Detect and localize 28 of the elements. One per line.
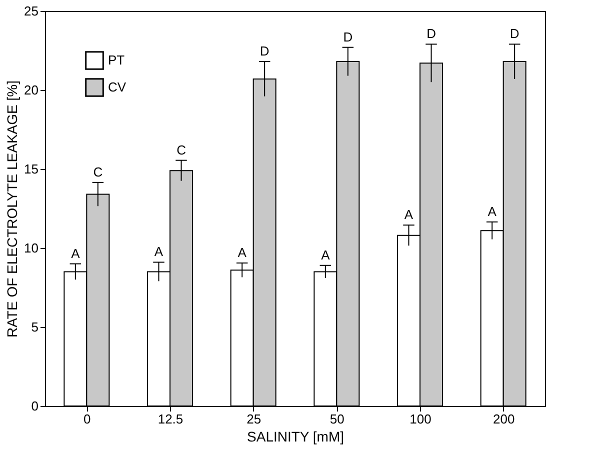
y-tick-label: 25: [24, 4, 38, 18]
annotation: D: [343, 29, 353, 44]
annotation: D: [510, 26, 520, 42]
annotation: D: [260, 44, 270, 59]
x-tick-label: 100: [410, 412, 432, 426]
y-axis-title: RATE OF ELECTROLYTE LEAKAGE [%]: [4, 80, 20, 338]
y-tick-label: 20: [24, 82, 38, 98]
x-tick-label: 25: [246, 412, 262, 426]
y-tick-label: 0: [31, 398, 38, 414]
annotation: D: [426, 26, 436, 42]
x-tick-label: 200: [492, 412, 515, 426]
annotation: C: [176, 142, 186, 158]
annotation: A: [71, 246, 80, 261]
x-tick-label: 0: [84, 412, 91, 426]
x-tick-label: 50: [330, 412, 344, 426]
annotation: C: [93, 164, 103, 180]
y-tick-label: 10: [24, 240, 38, 256]
legend-label: CV: [108, 80, 126, 94]
annotation: A: [154, 244, 164, 260]
y-tick-label: 15: [24, 162, 38, 176]
annotation: A: [404, 207, 414, 222]
x-tick-label: 12.5: [158, 412, 184, 426]
y-tick-label: 5: [31, 320, 38, 334]
annotation: A: [488, 204, 497, 219]
x-axis-title: SALINITY [mM]: [247, 428, 344, 444]
annotation: A: [321, 247, 330, 262]
annotation: A: [238, 245, 247, 260]
legend-label: PT: [108, 52, 125, 68]
